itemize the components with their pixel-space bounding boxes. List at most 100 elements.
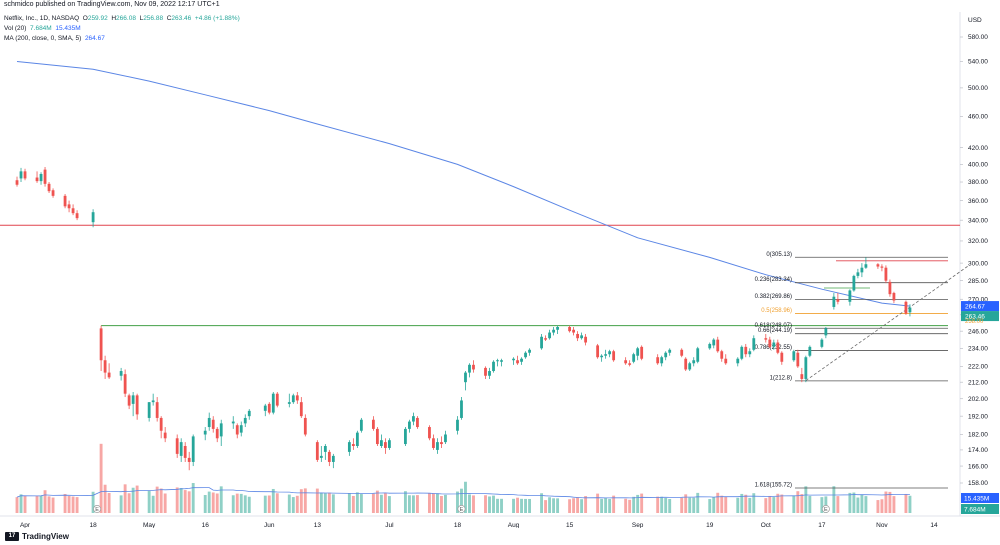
volume-bar bbox=[107, 492, 111, 513]
price-tick-label: 540.00 bbox=[968, 59, 988, 66]
candle-body bbox=[736, 358, 740, 364]
candle-body bbox=[135, 395, 139, 415]
volume-bar bbox=[456, 491, 459, 513]
volume-bar bbox=[776, 493, 780, 513]
volume-bar bbox=[528, 498, 531, 513]
volume-bar bbox=[127, 493, 131, 513]
price-tick-label: 212.00 bbox=[968, 379, 988, 386]
volume-bar bbox=[888, 491, 892, 513]
time-tick-label: 19 bbox=[706, 522, 714, 528]
volume-bar bbox=[680, 497, 684, 513]
volume-bar bbox=[808, 495, 812, 513]
volume-bar bbox=[39, 495, 43, 513]
volume-bar bbox=[580, 499, 584, 513]
volume-bar bbox=[147, 490, 151, 513]
candle-body bbox=[375, 428, 379, 445]
candle-body bbox=[524, 352, 527, 358]
legend-ma-row[interactable]: MA (200, close, 0, SMA, 5) 264.67 bbox=[4, 34, 105, 43]
symbol-name[interactable]: Netflix, Inc., 1D, NASDAQ bbox=[4, 15, 80, 22]
volume-bar bbox=[636, 494, 640, 513]
volume-bar bbox=[440, 496, 443, 513]
volume-bar bbox=[315, 488, 319, 513]
candle-body bbox=[412, 416, 415, 422]
volume-bar bbox=[355, 492, 359, 513]
volume-bar bbox=[331, 494, 335, 513]
volume-ma-value: 15.435M bbox=[55, 25, 81, 32]
candle-body bbox=[584, 336, 588, 343]
candle-body bbox=[484, 367, 487, 376]
vol-badge-label: 7.684M bbox=[964, 506, 986, 513]
candle-body bbox=[792, 351, 796, 361]
earnings-badge bbox=[821, 505, 830, 513]
candle-body bbox=[892, 292, 896, 301]
price-tick-label: 300.00 bbox=[968, 260, 988, 267]
candle-body bbox=[299, 402, 303, 417]
candle-body bbox=[347, 442, 351, 452]
volume-bar bbox=[211, 492, 215, 513]
candle-body bbox=[688, 363, 692, 370]
fib-level-label: 0.618(248.07) bbox=[755, 323, 792, 329]
volume-study-label: Vol (20) bbox=[4, 25, 27, 32]
volume-bar bbox=[159, 488, 163, 513]
volume-bar bbox=[407, 495, 411, 513]
volume-bar bbox=[500, 498, 503, 513]
volume-bar bbox=[219, 486, 223, 513]
candle-body bbox=[23, 171, 27, 179]
candle-body bbox=[500, 360, 503, 362]
candle-body bbox=[456, 419, 459, 431]
volume-bar bbox=[492, 495, 495, 513]
candle-body bbox=[600, 355, 604, 358]
volume-bar bbox=[163, 493, 167, 513]
candle-body bbox=[63, 195, 67, 207]
candle-body bbox=[211, 419, 215, 429]
candle-body bbox=[19, 171, 23, 179]
time-tick-label: Jun bbox=[264, 522, 275, 528]
volume-bar bbox=[684, 494, 688, 513]
candle-body bbox=[684, 358, 688, 370]
volume-bar bbox=[119, 495, 123, 513]
volume-bar bbox=[548, 497, 552, 513]
volume-bar bbox=[347, 493, 351, 513]
candle-body bbox=[772, 342, 776, 347]
candle-body bbox=[576, 333, 580, 339]
candle-body bbox=[388, 440, 391, 448]
candle-body bbox=[35, 177, 39, 182]
candle-body bbox=[716, 339, 720, 352]
time-tick-label: 18 bbox=[89, 522, 97, 528]
volume-ma-line bbox=[16, 487, 910, 499]
tradingview-logo[interactable]: 17 TradingView bbox=[5, 532, 69, 542]
candle-body bbox=[271, 393, 275, 413]
volume-bar bbox=[552, 498, 556, 513]
volume-bar bbox=[67, 495, 71, 513]
candle-body bbox=[752, 338, 756, 350]
volume-bar bbox=[75, 497, 79, 513]
candle-body bbox=[836, 299, 840, 302]
volume-bar bbox=[295, 495, 299, 513]
candle-body bbox=[203, 430, 207, 435]
fib-level-label: 0.236(283.34) bbox=[755, 277, 792, 283]
fib-level-label: 0(305.13) bbox=[766, 252, 792, 258]
close-value: 263.46 bbox=[171, 15, 192, 22]
price-tick-label: 246.00 bbox=[968, 328, 988, 335]
volume-bar bbox=[291, 497, 295, 513]
price-chart[interactable]: USD 580.00 540.00 500.00 460.00 420.00 400.00 3… bbox=[0, 12, 1000, 528]
volume-bar bbox=[740, 493, 744, 513]
candle-body bbox=[327, 451, 331, 462]
candle-body bbox=[708, 343, 712, 349]
volume-bar bbox=[852, 492, 856, 513]
volume-bar bbox=[860, 494, 864, 513]
candle-body bbox=[544, 338, 547, 340]
volume-bar bbox=[792, 495, 796, 513]
candle-body bbox=[436, 442, 439, 450]
price-tick-label: 320.00 bbox=[968, 238, 988, 245]
volume-bar bbox=[604, 497, 608, 513]
candle-body bbox=[215, 428, 219, 439]
candle-body bbox=[231, 421, 235, 424]
volume-bar bbox=[179, 488, 183, 513]
candle-body bbox=[740, 346, 744, 359]
legend-volume-row[interactable]: Vol (20) 7.684M 15.435M bbox=[4, 24, 81, 33]
volume-value: 7.684M bbox=[30, 25, 52, 32]
volume-bar bbox=[656, 496, 660, 513]
candle-body bbox=[668, 349, 672, 353]
volume-bar bbox=[540, 493, 544, 513]
